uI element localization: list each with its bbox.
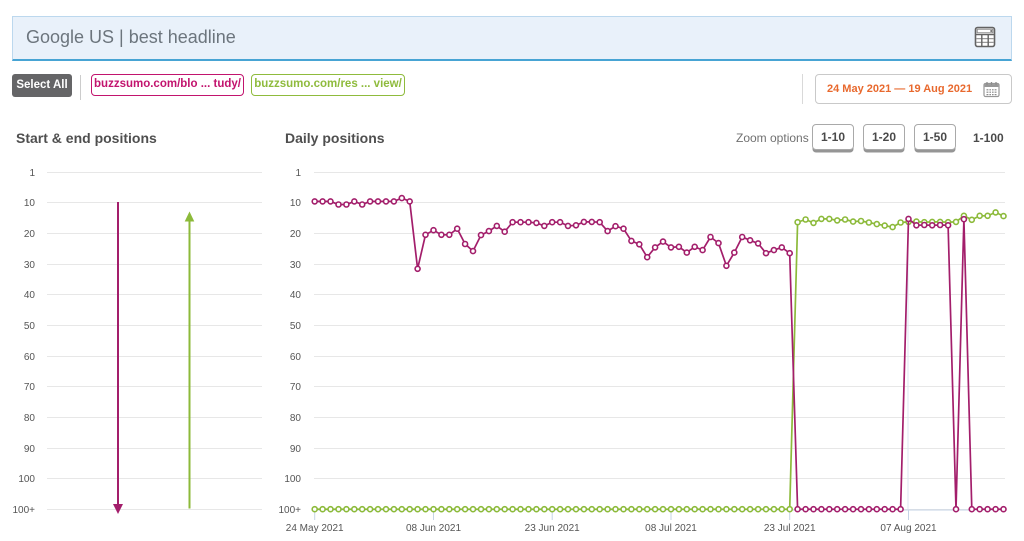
svg-text:60: 60 [24,352,36,363]
svg-text:1: 1 [29,168,35,179]
svg-text:40: 40 [24,290,36,301]
svg-text:23 Jun 2021: 23 Jun 2021 [525,523,580,534]
svg-text:1: 1 [295,168,301,179]
svg-text:30: 30 [24,260,36,271]
svg-text:50: 50 [24,321,36,332]
svg-text:90: 90 [290,444,302,455]
svg-text:07 Aug 2021: 07 Aug 2021 [880,523,937,534]
svg-text:80: 80 [24,413,36,424]
svg-text:10: 10 [24,198,36,209]
svg-text:90: 90 [24,444,36,455]
svg-text:70: 70 [290,382,302,393]
svg-text:24 May 2021: 24 May 2021 [286,523,344,534]
svg-text:40: 40 [290,290,302,301]
svg-text:70: 70 [24,382,36,393]
svg-text:100: 100 [284,474,301,485]
svg-text:100+: 100+ [278,505,301,516]
svg-text:23 Jul 2021: 23 Jul 2021 [764,523,816,534]
svg-text:100+: 100+ [12,505,35,516]
svg-text:60: 60 [290,352,302,363]
svg-text:30: 30 [290,260,302,271]
svg-text:50: 50 [290,321,302,332]
svg-text:08 Jun 2021: 08 Jun 2021 [406,523,461,534]
svg-text:20: 20 [24,229,36,240]
svg-text:80: 80 [290,413,302,424]
svg-text:10: 10 [290,198,302,209]
svg-text:20: 20 [290,229,302,240]
svg-text:100: 100 [18,474,35,485]
svg-text:08 Jul 2021: 08 Jul 2021 [645,523,697,534]
